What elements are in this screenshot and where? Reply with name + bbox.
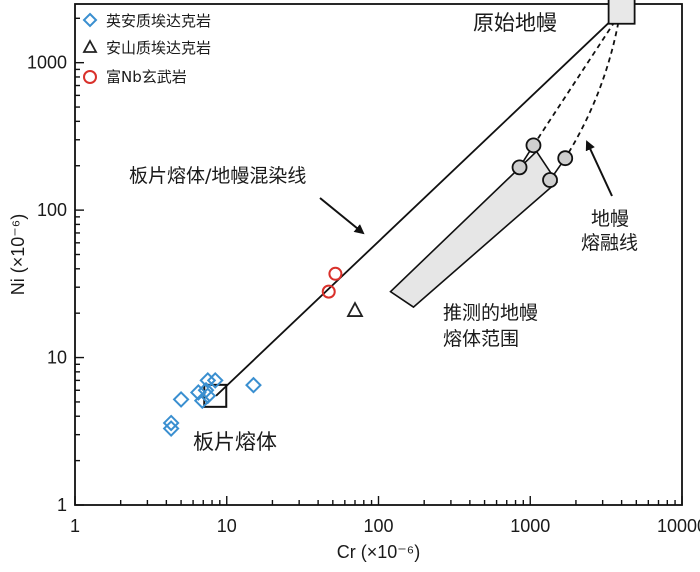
mixing-line-arrow [319,197,365,235]
axis-ticks [74,17,683,506]
point-dacitic-adakite [199,387,217,405]
data-markers [162,266,364,437]
mixing-line [215,11,621,397]
point-dacitic-adakite [199,371,217,389]
mantle-melt-curves [511,13,621,188]
primitive-mantle-square [607,0,636,25]
point-dacitic-adakite [193,392,211,410]
y-tick-label: 100 [37,200,67,220]
point-dacitic-adakite [189,384,207,401]
legend-marker-triangle [82,39,98,53]
y-axis-title: Ni (×10⁻⁶) [8,214,28,295]
legend-label-andesitic-adakite: 安山质埃达克岩 [106,39,211,57]
slab-melt-label: 板片熔体 [193,430,277,454]
mantle-melt-arrow [585,140,613,197]
mantle-melt-label-line1: 地幔 [591,208,629,230]
melt-circle [511,159,528,176]
mixing-line-label: 板片熔体/地幔混染线 [129,165,306,187]
point-dacitic-adakite [162,420,180,437]
mantle-melt-curve [564,13,621,159]
mantle-melt-curve [532,13,621,146]
x-axis-title: Cr (×10⁻⁶) [337,542,420,562]
point-dacitic-adakite [197,381,215,399]
point-dacitic-adakite [172,391,190,408]
point-dacitic-adakite [245,376,262,394]
primitive-mantle-label: 原始地幔 [473,11,557,35]
legend-marker-diamond [82,12,98,28]
y-tick-label: 1000 [27,53,67,73]
legend-label-nb-basalt: 富Nb玄武岩 [106,68,187,86]
inferred-field-label-line2: 熔体范围 [443,328,519,350]
point-nb-basalt [328,266,343,281]
inferred-mantle-melt-field [389,150,559,309]
x-tick-label: 1000 [510,516,550,536]
melt-circle [557,150,574,167]
legend-marker-circle [83,70,97,84]
inferred-field-label-line1: 推测的地幔 [443,302,538,324]
x-tick-label: 1 [70,516,80,536]
melt-circle [525,137,542,154]
point-andesitic-adakite [346,301,364,317]
x-tick-label: 10 [217,516,237,536]
x-tick-labels: 1 10 100 1000 10000 [70,516,700,536]
y-tick-label: 10 [47,348,67,368]
legend-label-dacitic-adakite: 英安质埃达克岩 [106,12,211,30]
point-dacitic-adakite [206,371,224,389]
x-tick-label: 10000 [657,516,700,536]
mantle-melt-label-line2: 熔融线 [581,232,638,254]
x-tick-label: 100 [363,516,393,536]
point-nb-basalt [321,284,336,299]
point-dacitic-adakite [162,414,180,432]
y-tick-label: 1 [57,495,67,515]
legend: 英安质埃达克岩 安山质埃达克岩 富Nb玄武岩 [82,12,211,86]
y-tick-labels: 1 10 100 1000 [27,53,67,515]
melt-circle [542,172,558,188]
